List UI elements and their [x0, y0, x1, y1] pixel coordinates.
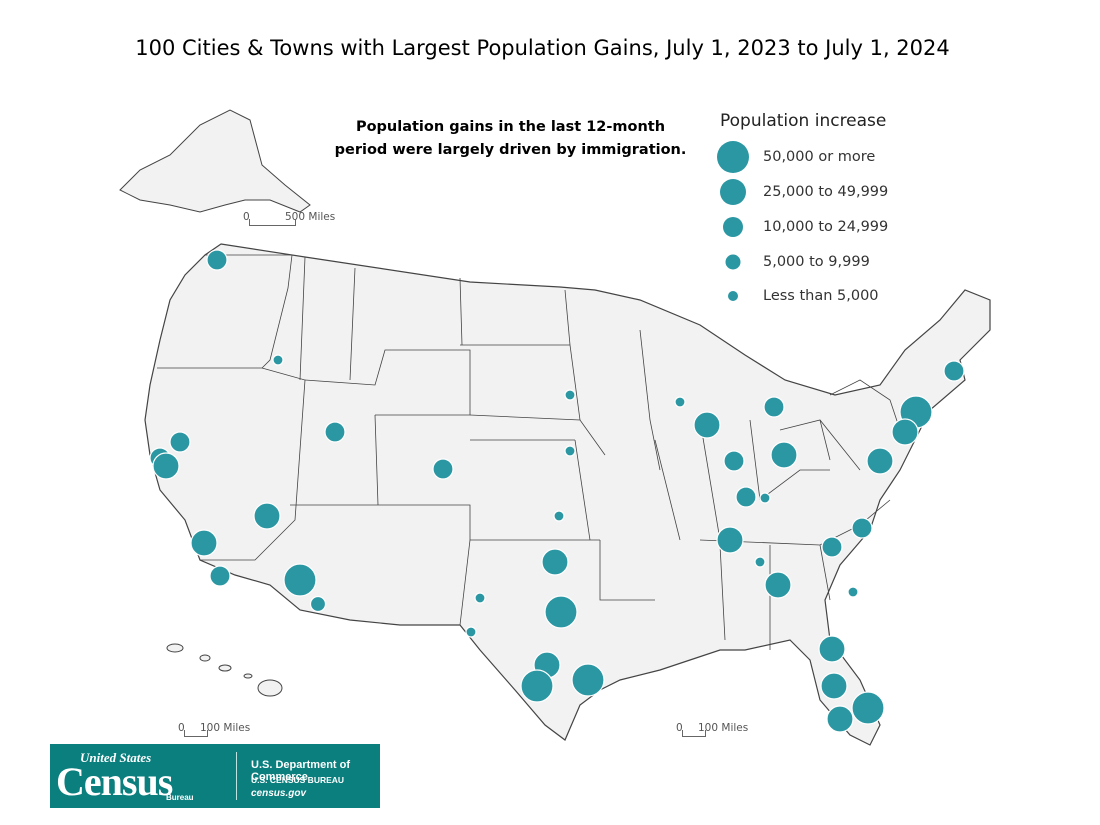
city-bubble-houston — [571, 663, 605, 697]
legend-label-lg: 25,000 to 49,999 — [763, 184, 889, 200]
legend-label-xl: 50,000 or more — [763, 149, 876, 165]
city-bubble-orlando — [820, 672, 848, 700]
city-bubble-atlanta — [764, 571, 792, 599]
city-bubble-boston — [943, 360, 965, 382]
map-annotation: Population gains in the last 12-month pe… — [318, 116, 703, 162]
pr-scale-label: 100 Miles — [698, 722, 749, 734]
legend-bubble-sm — [725, 254, 741, 270]
city-bubble-nashville — [716, 526, 744, 554]
state-border-4 — [290, 414, 600, 541]
city-bubble-tampa — [826, 705, 854, 733]
pr-scale-zero: 0 — [676, 722, 683, 734]
city-bubble-tucson — [309, 595, 327, 613]
alaska-scale-label: 500 Miles — [285, 211, 336, 223]
state-border-6 — [460, 289, 581, 421]
annotation-line-1: Population gains in the last 12-month — [355, 119, 666, 135]
legend-bubbles — [717, 141, 749, 301]
city-bubble-las-vegas — [253, 502, 281, 530]
city-bubble-dallas-fort-worth — [544, 595, 578, 629]
city-bubble-huntsville — [754, 556, 766, 568]
puerto-rico-scale-bar: 0 100 Miles — [676, 722, 748, 737]
alaska-land — [119, 109, 311, 213]
state-border-0 — [157, 254, 293, 369]
city-bubble-columbus — [770, 441, 798, 469]
hawaii-scale-zero: 0 — [178, 722, 185, 734]
page-title: 100 Cities & Towns with Largest Populati… — [135, 36, 950, 60]
city-bubble-kansas-city — [564, 445, 576, 457]
city-bubble-washington-dc — [866, 447, 894, 475]
hawaii-island-1 — [199, 654, 211, 662]
logo-divider — [236, 752, 237, 800]
city-bubble-louisville — [735, 486, 757, 508]
city-bubble-el-paso — [465, 626, 477, 638]
state-border-1 — [200, 367, 306, 561]
city-bubble-sioux-falls — [564, 389, 576, 401]
hawaii-scale-label: 100 Miles — [200, 722, 251, 734]
city-bubble-idaho — [272, 354, 284, 366]
census-bureau-logo: United States Census Bureau U.S. Departm… — [50, 744, 380, 808]
state-border-2 — [304, 349, 471, 416]
city-bubble-jacksonville — [818, 635, 846, 663]
city-bubble-charleston — [847, 586, 859, 598]
state-border-14 — [759, 419, 831, 501]
city-bubble-los-angeles — [190, 529, 218, 557]
city-bubble-san-antonio — [520, 669, 554, 703]
city-bubble-san-diego — [209, 565, 231, 587]
city-bubble-salt-lake-city — [324, 421, 346, 443]
logo-sub-text: Bureau — [166, 793, 194, 802]
hawaii-island-0 — [166, 643, 184, 653]
state-border-8 — [574, 439, 681, 541]
state-border-11 — [699, 499, 891, 546]
city-bubble-lubbock — [474, 592, 486, 604]
legend-bubble-md — [723, 217, 743, 237]
legend-bubble-lg — [720, 179, 746, 205]
hawaii-island-3 — [243, 673, 253, 679]
logo-bureau-text: U.S. CENSUS BUREAU — [251, 775, 345, 785]
state-border-7 — [459, 539, 655, 626]
state-border-13 — [829, 379, 901, 431]
state-border-3 — [299, 256, 463, 381]
city-bubble-madison — [674, 396, 686, 408]
city-bubble-phoenix — [283, 563, 317, 597]
legend-label-md: 10,000 to 24,999 — [763, 219, 889, 235]
city-bubble-indianapolis — [723, 450, 745, 472]
state-border-9 — [639, 329, 721, 541]
legend-label-xs: Less than 5,000 — [763, 288, 879, 304]
state-borders — [157, 254, 901, 650]
city-bubble-miami — [851, 691, 885, 725]
alaska-scale-zero: 0 — [243, 211, 250, 223]
logo-main-text: Census — [56, 759, 173, 804]
city-bubble-denver — [432, 458, 454, 480]
legend-label-sm: 5,000 to 9,999 — [763, 254, 870, 270]
city-bubble-wichita — [553, 510, 565, 522]
city-bubble-sacramento — [169, 431, 191, 453]
city-bubble-oklahoma-city — [541, 548, 569, 576]
city-bubble-charlotte — [821, 536, 843, 558]
logo-dept-text: U.S. Department of Commerce — [251, 759, 351, 783]
legend-title: Population increase — [720, 111, 887, 131]
legend-bubble-xs — [728, 291, 738, 301]
legend-bubble-xl — [717, 141, 749, 173]
logo-site-link[interactable]: census.gov — [251, 788, 307, 799]
city-bubbles — [149, 249, 965, 733]
state-border-12 — [719, 544, 831, 650]
city-bubble-bay-area — [152, 452, 180, 480]
logo-top-text: United States — [80, 750, 152, 765]
city-bubble-chicago — [693, 411, 721, 439]
land-layer — [119, 109, 991, 746]
alaska-scale-bar: 0 500 Miles — [243, 211, 335, 226]
city-bubble-detroit — [763, 396, 785, 418]
city-bubble-lexington — [759, 492, 771, 504]
hawaii-island-2 — [218, 664, 232, 672]
city-bubble-raleigh — [851, 517, 873, 539]
city-bubble-philadelphia — [891, 418, 919, 446]
annotation-line-2: period were largely driven by immigratio… — [334, 142, 687, 158]
hawaii-island-4 — [257, 679, 283, 697]
city-bubble-washington — [206, 249, 228, 271]
hawaii-scale-bar: 0 100 Miles — [178, 722, 250, 737]
